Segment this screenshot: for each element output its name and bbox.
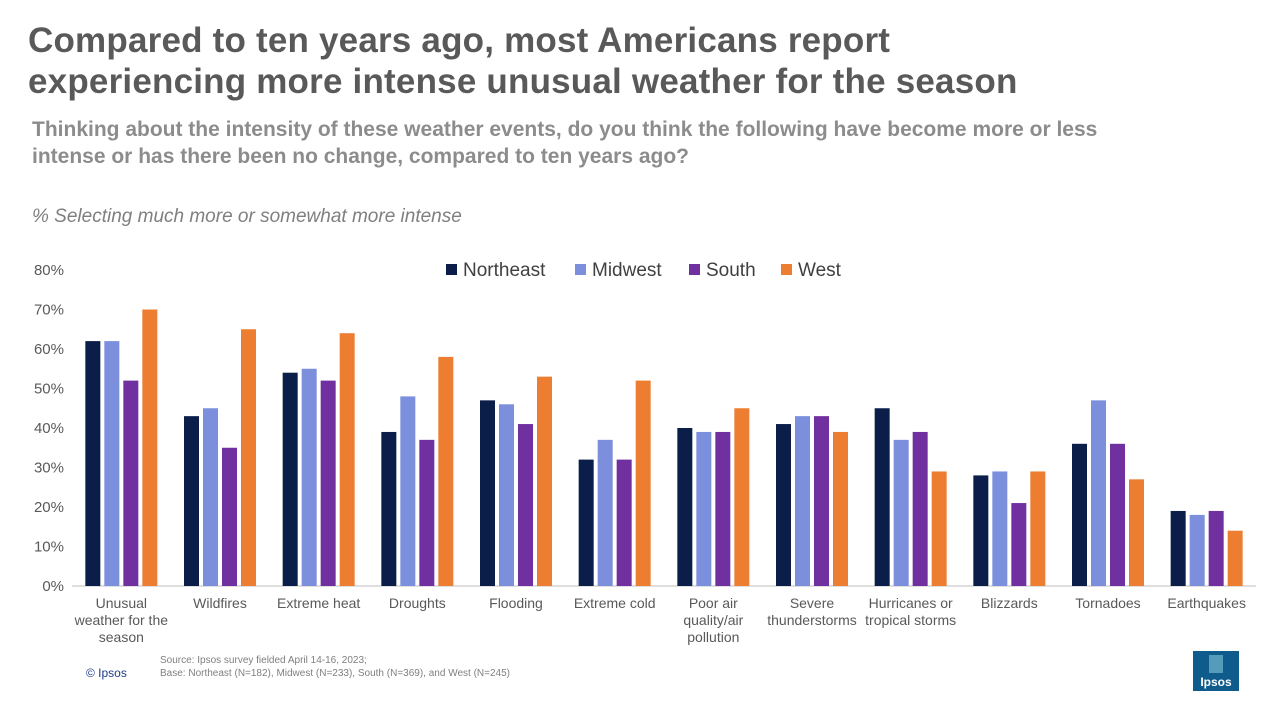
legend-swatch-south xyxy=(689,264,700,275)
y-tick-label: 40% xyxy=(34,420,64,437)
bar-south xyxy=(814,416,829,586)
bar-west xyxy=(537,376,552,586)
legend-swatch-northeast xyxy=(446,264,457,275)
bar-northeast xyxy=(1170,510,1186,586)
x-category-label: Wildfires xyxy=(193,595,247,611)
bar-south xyxy=(912,431,928,586)
bar-west xyxy=(931,471,947,586)
bar-northeast xyxy=(874,408,890,586)
bar-south xyxy=(222,447,237,586)
bar-west xyxy=(1129,479,1144,586)
bar-midwest xyxy=(1189,514,1205,586)
y-tick-label: 60% xyxy=(34,341,64,358)
chart-title: Compared to ten years ago, most American… xyxy=(28,20,1258,102)
source-line-1: Source: Ipsos survey fielded April 14-16… xyxy=(160,655,367,666)
bar-northeast xyxy=(381,431,397,586)
bar-south xyxy=(320,380,336,586)
survey-question-line-1: Thinking about the intensity of these we… xyxy=(32,118,1098,141)
source-note: Source: Ipsos survey fielded April 14-16… xyxy=(160,654,510,680)
bar-northeast xyxy=(184,416,199,586)
bar-west xyxy=(1227,530,1243,586)
x-category-label: Extreme heat xyxy=(277,595,360,611)
bar-west xyxy=(241,329,256,586)
bar-west xyxy=(734,408,750,586)
bar-west xyxy=(635,380,651,586)
bar-south xyxy=(616,459,632,586)
legend-label-south: South xyxy=(706,260,756,281)
x-category-label: Earthquakes xyxy=(1167,595,1246,611)
bar-midwest xyxy=(893,439,909,586)
x-category-label: Droughts xyxy=(389,595,446,611)
bar-midwest xyxy=(1091,400,1106,586)
bar-northeast xyxy=(776,424,791,586)
bar-northeast xyxy=(282,372,298,586)
x-category-label: weather for the xyxy=(74,612,169,628)
bar-west xyxy=(142,309,158,586)
bar-south xyxy=(1110,443,1125,586)
bar-midwest xyxy=(203,408,218,586)
bar-west xyxy=(1030,471,1046,586)
survey-question-line-2: intense or has there been no change, com… xyxy=(32,145,689,168)
y-tick-label: 70% xyxy=(34,302,64,319)
legend-swatch-midwest xyxy=(575,264,586,275)
x-category-label: thunderstorms xyxy=(767,612,856,628)
bar-west xyxy=(833,431,848,586)
bar-midwest xyxy=(400,396,416,586)
legend-label-midwest: Midwest xyxy=(592,260,662,281)
chart-title-line-1: Compared to ten years ago, most American… xyxy=(28,21,891,60)
bar-northeast xyxy=(1072,443,1087,586)
y-tick-label: 10% xyxy=(34,539,64,556)
legend-label-west: West xyxy=(798,260,842,281)
bar-west xyxy=(339,333,355,586)
bar-south xyxy=(123,380,139,586)
x-category-label: quality/air xyxy=(683,612,743,628)
y-tick-label: 50% xyxy=(34,381,64,398)
bar-midwest xyxy=(795,416,810,586)
bar-northeast xyxy=(85,341,101,586)
x-category-label: Hurricanes or xyxy=(869,595,953,611)
y-tick-label: 30% xyxy=(34,460,64,477)
bar-south xyxy=(1208,510,1224,586)
x-category-label: tropical storms xyxy=(865,612,956,628)
x-category-label: Poor air xyxy=(689,595,738,611)
bar-west xyxy=(438,356,454,586)
x-category-label: pollution xyxy=(687,629,739,645)
survey-question: Thinking about the intensity of these we… xyxy=(32,116,1262,170)
y-tick-label: 80% xyxy=(34,262,64,279)
x-category-label: Tornadoes xyxy=(1075,595,1140,611)
bar-midwest xyxy=(301,368,317,586)
bar-midwest xyxy=(992,471,1008,586)
bar-midwest xyxy=(597,439,613,586)
y-tick-label: 20% xyxy=(34,499,64,516)
bar-midwest xyxy=(499,404,514,586)
x-category-label: Severe xyxy=(790,595,835,611)
source-line-2: Base: Northeast (N=182), Midwest (N=233)… xyxy=(160,668,510,679)
ipsos-logo: Ipsos xyxy=(1193,651,1239,691)
bar-midwest xyxy=(696,431,712,586)
bar-south xyxy=(715,431,731,586)
bar-south xyxy=(518,424,533,586)
bar-northeast xyxy=(973,475,989,586)
chart-title-line-2: experiencing more intense unusual weathe… xyxy=(28,62,1018,101)
logo-text: Ipsos xyxy=(1200,675,1232,689)
logo-accent xyxy=(1209,655,1223,673)
measure-label: % Selecting much more or somewhat more i… xyxy=(32,206,462,227)
copyright-notice: © Ipsos xyxy=(86,666,127,680)
x-category-label: Extreme cold xyxy=(574,595,656,611)
x-category-label: Flooding xyxy=(489,595,543,611)
x-category-label: season xyxy=(99,629,144,645)
x-category-label: Unusual xyxy=(96,595,147,611)
x-category-label: Blizzards xyxy=(981,595,1038,611)
bar-northeast xyxy=(677,428,693,586)
bar-south xyxy=(1011,503,1027,586)
y-tick-label: 0% xyxy=(42,578,64,595)
bar-northeast xyxy=(480,400,495,586)
bar-south xyxy=(419,439,435,586)
legend-label-northeast: Northeast xyxy=(463,260,546,281)
legend-swatch-west xyxy=(781,264,792,275)
bar-northeast xyxy=(578,459,594,586)
bar-midwest xyxy=(104,341,120,586)
